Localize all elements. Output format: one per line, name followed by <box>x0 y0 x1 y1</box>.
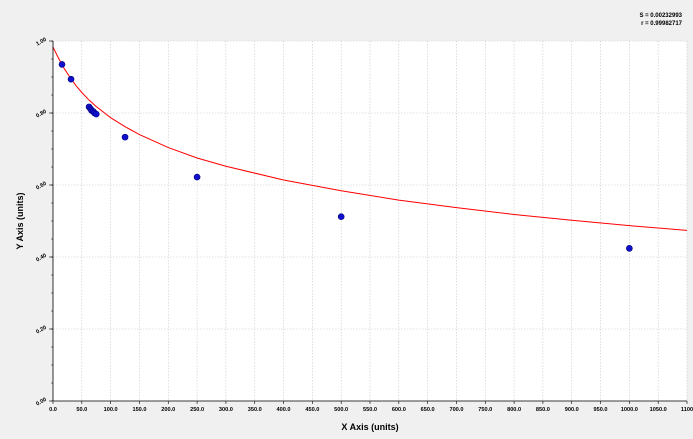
x-tick-label: 850.0 <box>536 407 550 413</box>
x-tick-label: 300.0 <box>219 407 233 413</box>
x-tick-label: 450.0 <box>305 407 319 413</box>
x-tick-label: 550.0 <box>363 407 377 413</box>
y-tick-label: 0.60 <box>35 181 47 192</box>
y-tick-label: 1.00 <box>35 37 47 48</box>
data-point <box>92 110 100 118</box>
x-tick-label: 900.0 <box>565 407 579 413</box>
stat-r-value: r = 0.99982717 <box>641 21 683 27</box>
x-tick-label: 600.0 <box>392 407 406 413</box>
grid <box>52 40 688 402</box>
data-point <box>58 61 66 68</box>
y-tick-label: 0.00 <box>35 397 47 408</box>
x-tick-label: 150.0 <box>132 407 146 413</box>
x-tick-label: 400.0 <box>277 407 291 413</box>
x-axis-ticks: 0.0 50.0 100.0 150.0 200.0 250.0 300.0 350.0 400… <box>49 401 693 413</box>
data-points-layer <box>58 61 633 252</box>
y-tick-label: 0.80 <box>35 109 47 120</box>
x-axis-title: X Axis (units) <box>341 422 398 432</box>
x-tick-label: 1050.0 <box>650 407 667 413</box>
x-tick-label: 250.0 <box>190 407 204 413</box>
x-tick-label: 700.0 <box>449 407 463 413</box>
data-point <box>193 173 201 181</box>
data-point <box>337 213 345 220</box>
x-tick-label: 100.0 <box>104 407 118 413</box>
x-tick-label: 1000.0 <box>621 407 638 413</box>
x-tick-label: 950.0 <box>594 407 608 413</box>
y-tick-label: 0.40 <box>35 253 47 264</box>
data-point <box>121 133 129 141</box>
x-tick-label: 650.0 <box>421 407 435 413</box>
stat-s-value: S = 0.00232993 <box>639 13 682 19</box>
x-tick-label: 0.0 <box>49 407 57 413</box>
y-axis-title: Y Axis (units) <box>15 192 25 249</box>
x-tick-label: 800.0 <box>507 407 521 413</box>
data-point <box>626 245 633 252</box>
x-tick-label: 750.0 <box>478 407 492 413</box>
data-point <box>67 75 75 83</box>
x-tick-label: 200.0 <box>161 407 175 413</box>
y-tick-label: 0.20 <box>35 325 47 336</box>
x-tick-label: 500.0 <box>334 407 348 413</box>
x-tick-label: 1100 <box>681 407 693 413</box>
x-tick-label: 50.0 <box>76 407 87 413</box>
x-tick-label: 350.0 <box>248 407 262 413</box>
